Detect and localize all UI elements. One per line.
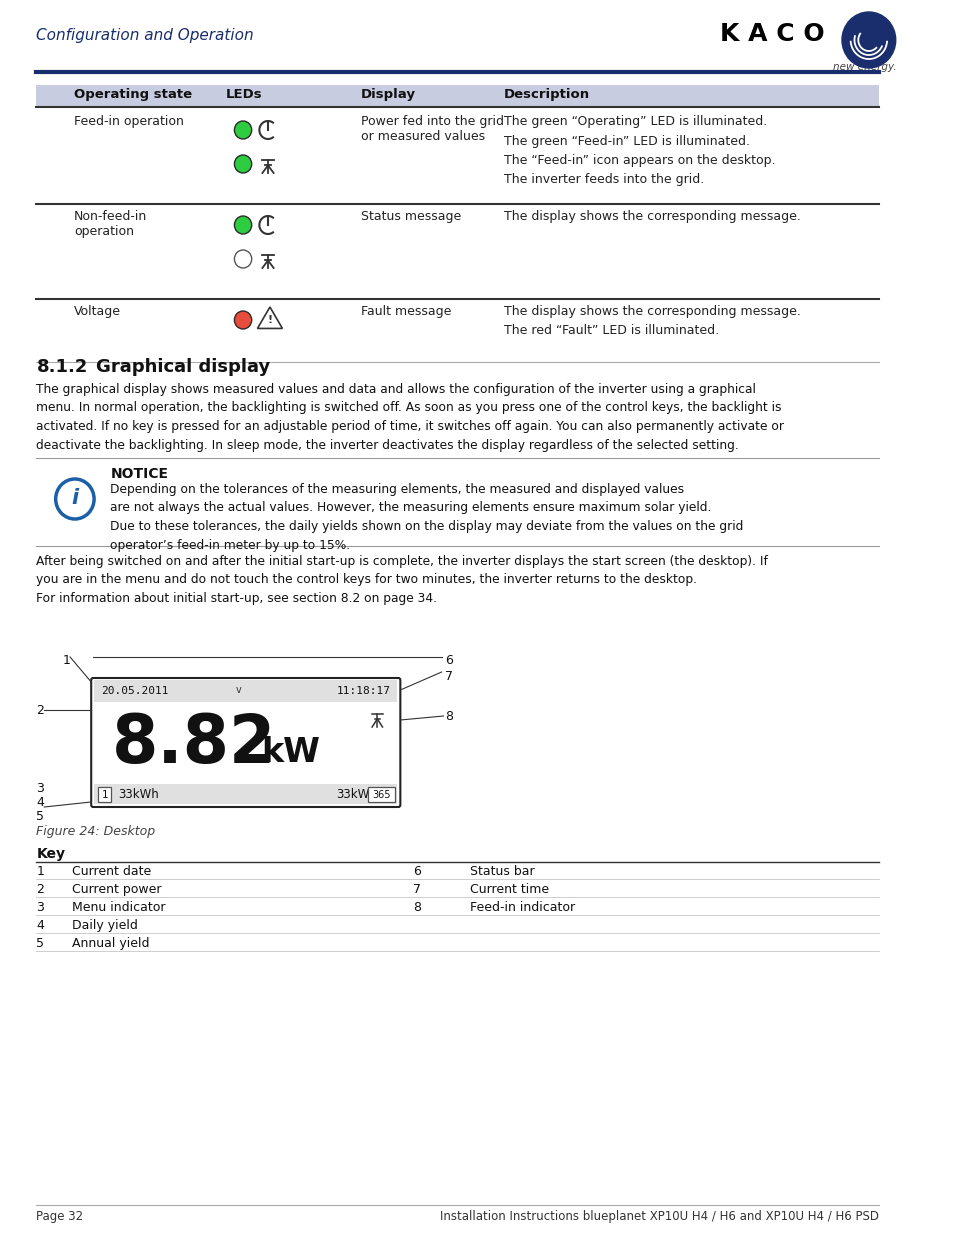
Circle shape [234,121,252,140]
Text: 5: 5 [36,937,45,950]
FancyBboxPatch shape [98,787,112,802]
Text: Description: Description [503,88,590,101]
Text: 365: 365 [372,790,390,800]
Text: 1: 1 [36,864,44,878]
Text: Current power: Current power [71,883,161,897]
Text: 5: 5 [36,810,45,824]
Text: Operating state: Operating state [74,88,192,101]
Text: The display shows the corresponding message.: The display shows the corresponding mess… [503,210,800,224]
Circle shape [234,311,252,329]
Text: 4: 4 [36,919,44,932]
Text: Feed-in indicator: Feed-in indicator [470,902,575,914]
Text: Annual yield: Annual yield [71,937,150,950]
Text: Figure 24: Desktop: Figure 24: Desktop [36,825,155,839]
Text: new energy.: new energy. [833,62,896,72]
Circle shape [234,249,252,268]
Text: Daily yield: Daily yield [71,919,138,932]
Text: Display: Display [360,88,416,101]
Text: 3: 3 [36,902,44,914]
FancyBboxPatch shape [94,680,397,701]
Text: 11:18:17: 11:18:17 [336,685,391,697]
Text: The graphical display shows measured values and data and allows the configuratio: The graphical display shows measured val… [36,383,783,452]
Text: kW: kW [261,736,320,768]
Text: 4: 4 [36,797,44,809]
Text: Menu indicator: Menu indicator [71,902,165,914]
Text: Voltage: Voltage [74,305,121,317]
Text: 2: 2 [36,883,44,897]
Polygon shape [257,308,282,329]
Text: The display shows the corresponding message.
The red “Fault” LED is illuminated.: The display shows the corresponding mess… [503,305,800,337]
Text: NOTICE: NOTICE [111,467,169,480]
Text: 7: 7 [445,671,453,683]
Text: i: i [71,488,78,508]
Text: 33kWh: 33kWh [118,788,158,800]
Circle shape [234,156,252,173]
Circle shape [234,216,252,233]
Text: Feed-in operation: Feed-in operation [74,115,184,128]
Circle shape [841,12,895,68]
FancyBboxPatch shape [94,784,397,804]
Text: 8: 8 [445,709,453,722]
Text: Configuration and Operation: Configuration and Operation [36,28,253,43]
FancyBboxPatch shape [36,85,879,107]
Text: v: v [235,685,241,695]
FancyBboxPatch shape [367,787,395,802]
Text: Current date: Current date [71,864,152,878]
Text: Non-feed-in
operation: Non-feed-in operation [74,210,147,238]
Text: 1: 1 [101,790,108,800]
Text: 2: 2 [36,704,44,716]
Text: 8.1.2: 8.1.2 [36,358,88,375]
Text: Power fed into the grid
or measured values: Power fed into the grid or measured valu… [360,115,503,143]
Text: 3: 3 [36,783,44,795]
Text: Page 32: Page 32 [36,1210,84,1223]
Text: Status message: Status message [360,210,460,224]
Text: 8.82: 8.82 [112,711,276,777]
Text: Key: Key [36,847,66,861]
Text: Current time: Current time [470,883,549,897]
Text: The green “Operating” LED is illuminated.
The green “Feed-in” LED is illuminated: The green “Operating” LED is illuminated… [503,115,775,186]
Text: 33kWh: 33kWh [335,788,376,800]
Circle shape [55,479,94,519]
Text: Installation Instructions blueplanet XP10U H4 / H6 and XP10U H4 / H6 PSD: Installation Instructions blueplanet XP1… [440,1210,879,1223]
Text: 6: 6 [445,655,453,667]
Text: 1: 1 [62,655,71,667]
Text: 20.05.2011: 20.05.2011 [101,685,168,697]
Text: Status bar: Status bar [470,864,535,878]
Text: Depending on the tolerances of the measuring elements, the measured and displaye: Depending on the tolerances of the measu… [111,483,743,552]
Text: Graphical display: Graphical display [96,358,270,375]
Text: K A C O: K A C O [720,22,823,46]
Text: LEDs: LEDs [226,88,262,101]
Text: 6: 6 [413,864,420,878]
Text: 7: 7 [413,883,420,897]
Text: Fault message: Fault message [360,305,451,317]
FancyBboxPatch shape [91,678,400,806]
Text: !: ! [267,315,273,325]
Text: After being switched on and after the initial start-up is complete, the inverter: After being switched on and after the in… [36,555,767,605]
Text: 8: 8 [413,902,420,914]
